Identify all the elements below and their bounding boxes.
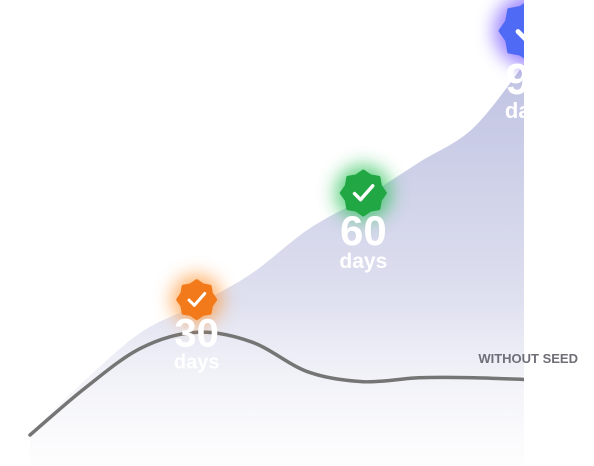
bottom-fade — [0, 300, 524, 466]
without-seed-label: WITHOUT SEED — [478, 351, 578, 366]
verified-badge-icon — [339, 169, 387, 217]
milestone-unit: days — [174, 352, 220, 374]
without-seed-line — [28, 330, 524, 437]
checkmark-icon — [515, 29, 524, 41]
milestone-value: 60 — [340, 207, 387, 254]
milestone-value: 30 — [174, 312, 219, 356]
milestone-unit: days — [505, 98, 555, 123]
verified-badge-icon — [176, 279, 218, 321]
milestone-value: 90 — [506, 55, 555, 104]
verified-badge-icon — [498, 3, 524, 59]
checkmark-icon — [187, 291, 207, 307]
checkmark-icon — [352, 184, 375, 202]
milestone-unit: days — [339, 250, 387, 273]
